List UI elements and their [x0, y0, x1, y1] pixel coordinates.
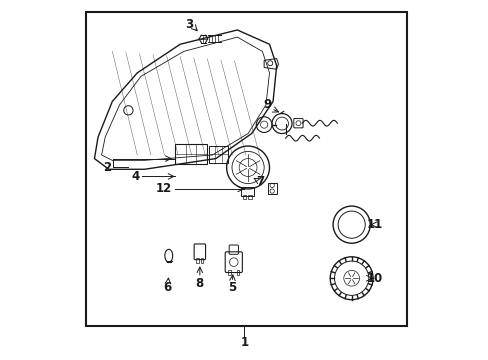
Bar — [200, 258, 203, 263]
Bar — [208, 146, 228, 163]
Bar — [236, 270, 239, 275]
Text: 6: 6 — [163, 282, 171, 294]
Text: 3: 3 — [184, 18, 193, 31]
Text: 2: 2 — [102, 161, 111, 174]
Text: 12: 12 — [156, 183, 172, 195]
Bar — [227, 270, 230, 275]
Bar — [267, 183, 276, 194]
Text: 10: 10 — [366, 272, 382, 285]
Text: 1: 1 — [240, 336, 248, 349]
Text: 4: 4 — [131, 170, 140, 183]
Bar — [248, 195, 251, 199]
Text: 7: 7 — [256, 175, 264, 188]
Text: 8: 8 — [195, 277, 203, 290]
Text: 11: 11 — [366, 218, 382, 231]
Bar — [242, 195, 246, 199]
Bar — [196, 258, 199, 263]
Bar — [85, 12, 406, 327]
Text: 5: 5 — [227, 282, 236, 294]
Bar — [241, 187, 253, 196]
Bar — [175, 144, 206, 164]
Text: 9: 9 — [263, 99, 271, 112]
